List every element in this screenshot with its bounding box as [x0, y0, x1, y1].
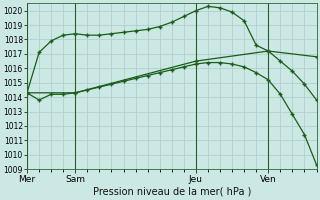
X-axis label: Pression niveau de la mer( hPa ): Pression niveau de la mer( hPa ): [92, 187, 251, 197]
